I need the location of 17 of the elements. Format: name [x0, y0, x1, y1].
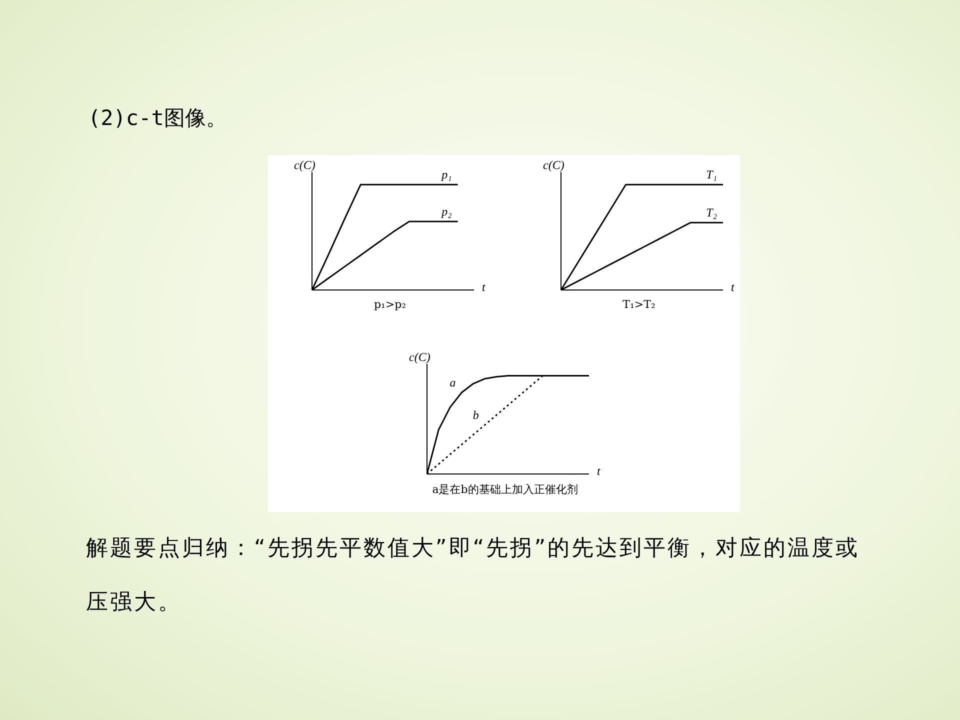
x-axis-title: t	[482, 280, 486, 295]
series-label: T₂	[706, 206, 717, 220]
series-label: a	[450, 375, 456, 390]
x-axis-title: t	[597, 464, 600, 479]
series-label: T₁	[706, 168, 717, 182]
text: T₁>T₂	[622, 298, 656, 311]
y-axis-title: c(C)	[543, 158, 564, 173]
series-label: p₂	[440, 204, 452, 219]
text: p₁>p₂	[372, 298, 408, 311]
chart-title: (2)c-t图像。	[88, 105, 227, 132]
series-label: b	[472, 408, 479, 422]
text: a是在b的基础上加入正催化剂	[431, 482, 579, 497]
text: 解题要点归纳：“先拐先平数值大”即“先拐”的先达到平衡，对应的温度或压强大。	[86, 536, 860, 615]
x-axis-title: t	[731, 280, 734, 295]
series-label: p₁	[440, 168, 452, 182]
y-axis-title: c(C)	[294, 158, 316, 173]
y-axis-title: c(C)	[409, 350, 430, 365]
